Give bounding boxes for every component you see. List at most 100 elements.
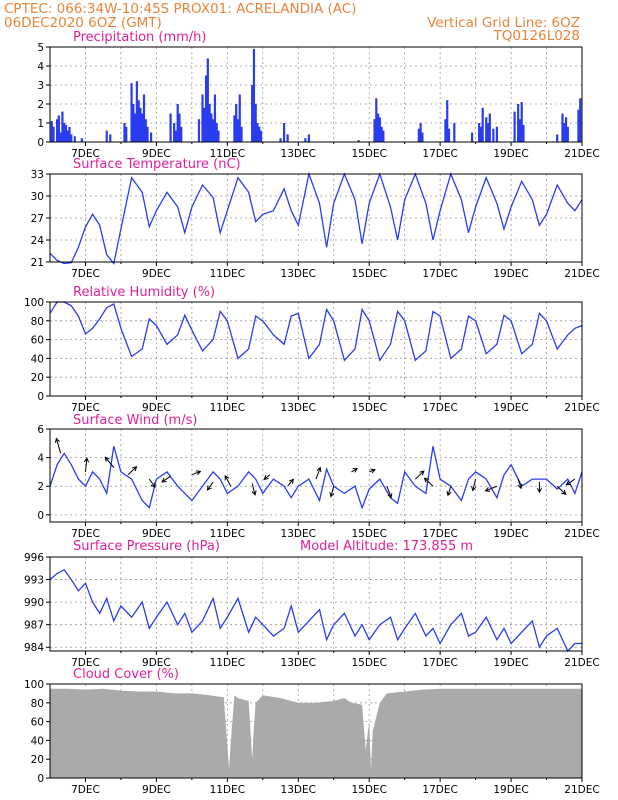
cloud-xtick-label: 21DEC: [564, 784, 599, 796]
precip-bar: [233, 115, 236, 142]
rh-xtick-label: 9DEC: [142, 402, 171, 414]
precip-bar: [279, 138, 282, 142]
rh-xtick-label: 11DEC: [210, 402, 245, 414]
precip-bar: [210, 113, 213, 142]
precip-bar: [492, 128, 495, 142]
precip-bar: [235, 104, 238, 142]
cloud-ytick-label: 60: [31, 717, 44, 729]
precip-bar: [453, 123, 456, 142]
precip-bar: [419, 123, 422, 142]
rh-xtick-label: 19DEC: [493, 402, 528, 414]
wind-ytick-label: 4: [37, 453, 44, 465]
wind-arrow: [315, 466, 322, 480]
pressure-panel: 984 987 990 993 996 7DEC 9DEC 11DEC 13DEC 15DEC 17…: [24, 552, 600, 669]
precip-bar: [513, 111, 516, 142]
rh-ytick-label: 40: [31, 353, 44, 365]
header-run-date: 06DEC2020 6OZ (GMT): [4, 15, 162, 31]
precip-bar: [50, 121, 53, 142]
temp-xtick-label: 7DEC: [71, 268, 100, 280]
pressure-ytick-label: 987: [24, 620, 44, 632]
rh-frame: [49, 301, 583, 397]
precip-bar: [256, 123, 259, 142]
precip-bar: [174, 130, 178, 142]
cloud-xtick-label: 9DEC: [142, 784, 171, 796]
wind-frame: [49, 428, 583, 523]
wind-arrow: [224, 475, 232, 487]
temp-ytick-label: 21: [31, 257, 44, 269]
precip-bar: [206, 58, 209, 142]
cloud-frame: [49, 683, 583, 779]
rh-ytick-label: 20: [31, 372, 44, 384]
precip-title: Precipitation (mm/h): [73, 30, 206, 45]
precip-bar: [105, 130, 108, 142]
precip-bar: [61, 111, 64, 142]
precip-bar: [556, 134, 559, 142]
wind-arrow: [206, 481, 214, 491]
precip-frame: [49, 46, 583, 143]
cloud-xtick-label: 17DEC: [422, 784, 457, 796]
pressure-xtick-label: 13DEC: [281, 657, 316, 669]
precip-bar: [73, 136, 76, 142]
wind-arrow: [471, 478, 477, 492]
precip-xtick-label: 7DEC: [71, 148, 100, 160]
header-station-line: CPTEC: 066:34W-10:45S PROX01: ACRELANDIA…: [4, 1, 356, 17]
wind-arrow: [386, 486, 393, 499]
precip-bar: [134, 113, 137, 142]
temp-title: Surface Temperature (nC): [73, 157, 241, 172]
precip-bar: [304, 138, 307, 142]
precip-bar: [178, 113, 181, 142]
precip-bar: [64, 124, 68, 142]
temp-xtick-label: 13DEC: [281, 268, 316, 280]
precip-bar: [139, 107, 142, 142]
precip-bar: [517, 104, 520, 142]
precip-bar: [142, 94, 146, 142]
wind-arrow: [83, 457, 90, 472]
precip-bar: [212, 119, 215, 142]
cloud-xtick-label: 7DEC: [71, 784, 100, 796]
wind-arrow: [329, 486, 335, 498]
temp-xtick-label: 9DEC: [142, 268, 171, 280]
precip-bar: [68, 126, 71, 142]
precip-xtick-label: 21DEC: [564, 148, 599, 160]
precip-bar: [213, 94, 217, 142]
wind-arrow: [536, 481, 543, 494]
precip-bar: [522, 124, 525, 142]
precip-ytick-label: 0: [37, 137, 44, 149]
precip-bar: [208, 104, 211, 142]
precip-bar: [203, 107, 206, 142]
wind-xtick-label: 13DEC: [281, 528, 316, 540]
wind-ytick-label: 2: [37, 481, 44, 493]
precip-panel: 0 1 2 3 4 5 7DEC 9DEC 11DEC 13DEC 15DEC 17DEC 19DEC 2…: [37, 42, 599, 160]
precip-bar: [141, 113, 144, 142]
pressure-xtick-label: 17DEC: [422, 657, 457, 669]
wind-arrow: [556, 485, 567, 495]
wind-arrow: [369, 468, 376, 474]
wind-arrow: [565, 478, 576, 486]
precip-bar: [479, 126, 483, 142]
precip-bar: [125, 126, 128, 142]
pressure-xtick-label: 7DEC: [71, 657, 100, 669]
wind-xtick-label: 19DEC: [493, 528, 528, 540]
wind-arrow: [446, 486, 452, 497]
precip-ytick-label: 2: [37, 99, 44, 111]
wind-xtick-label: 17DEC: [422, 528, 457, 540]
precip-bar: [63, 123, 66, 142]
precip-xtick-label: 19DEC: [493, 148, 528, 160]
wind-arrow: [287, 478, 294, 487]
precip-bar: [251, 85, 254, 142]
rh-xtick-label: 7DEC: [71, 402, 100, 414]
precip-bar: [80, 138, 84, 142]
precip-bar: [258, 126, 261, 142]
precip-bar: [59, 132, 62, 142]
cloud-title: Cloud Cover (%): [73, 667, 179, 682]
precip-bar: [382, 130, 385, 142]
temp-xtick-label: 17DEC: [422, 268, 457, 280]
rh-ytick-label: 100: [24, 297, 44, 309]
precip-bar: [130, 83, 133, 142]
rh-ytick-label: 0: [37, 391, 44, 403]
precip-xtick-label: 17DEC: [422, 148, 457, 160]
wind-xtick-label: 11DEC: [210, 528, 245, 540]
precip-bar: [180, 126, 183, 142]
rh-panel: 0 20 40 60 80 100 7DEC 9DEC 11DEC 13DEC 15DEC 17DEC…: [24, 297, 600, 414]
rh-xtick-label: 17DEC: [422, 402, 457, 414]
